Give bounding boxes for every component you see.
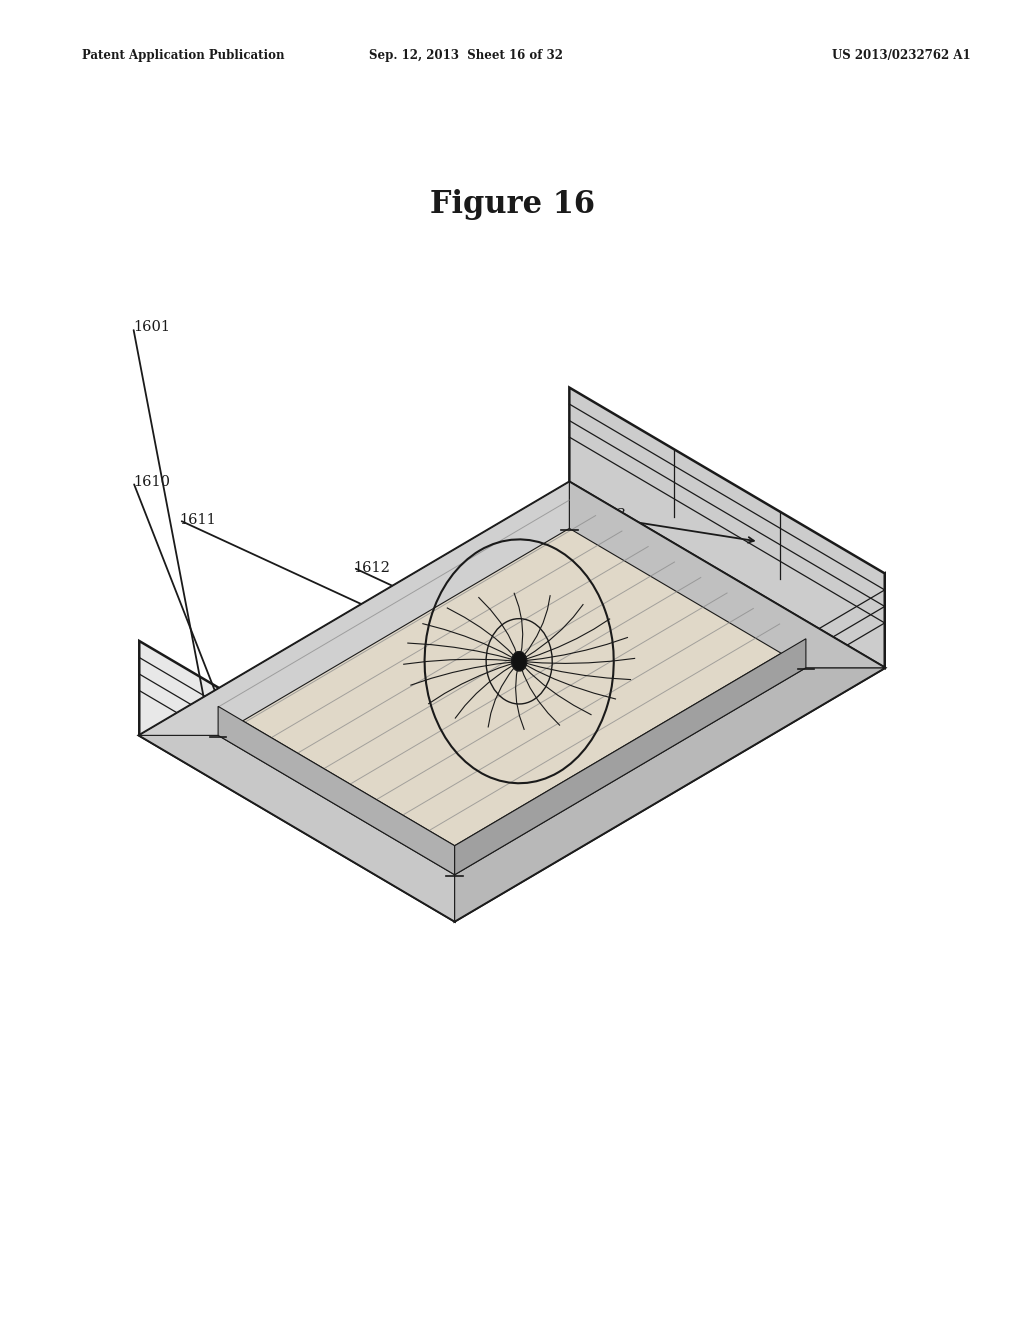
Polygon shape xyxy=(139,642,455,921)
Polygon shape xyxy=(139,482,569,735)
Polygon shape xyxy=(139,735,455,921)
Polygon shape xyxy=(455,668,885,921)
Polygon shape xyxy=(139,482,885,921)
Text: Figure 16: Figure 16 xyxy=(429,189,595,220)
Polygon shape xyxy=(569,388,885,668)
Text: 1601: 1601 xyxy=(133,321,170,334)
Text: 1613: 1613 xyxy=(589,508,626,521)
Text: Patent Application Publication: Patent Application Publication xyxy=(82,49,285,62)
Text: 1611: 1611 xyxy=(179,513,216,527)
Polygon shape xyxy=(455,573,885,921)
Text: US 2013/0232762 A1: US 2013/0232762 A1 xyxy=(831,49,971,62)
Polygon shape xyxy=(455,639,806,875)
Polygon shape xyxy=(218,706,455,875)
Polygon shape xyxy=(569,482,885,668)
Text: Sep. 12, 2013  Sheet 16 of 32: Sep. 12, 2013 Sheet 16 of 32 xyxy=(369,49,563,62)
Ellipse shape xyxy=(512,652,526,671)
Text: 1612: 1612 xyxy=(353,561,390,574)
Polygon shape xyxy=(218,528,806,875)
Text: 1610: 1610 xyxy=(133,475,170,488)
Polygon shape xyxy=(218,499,806,846)
